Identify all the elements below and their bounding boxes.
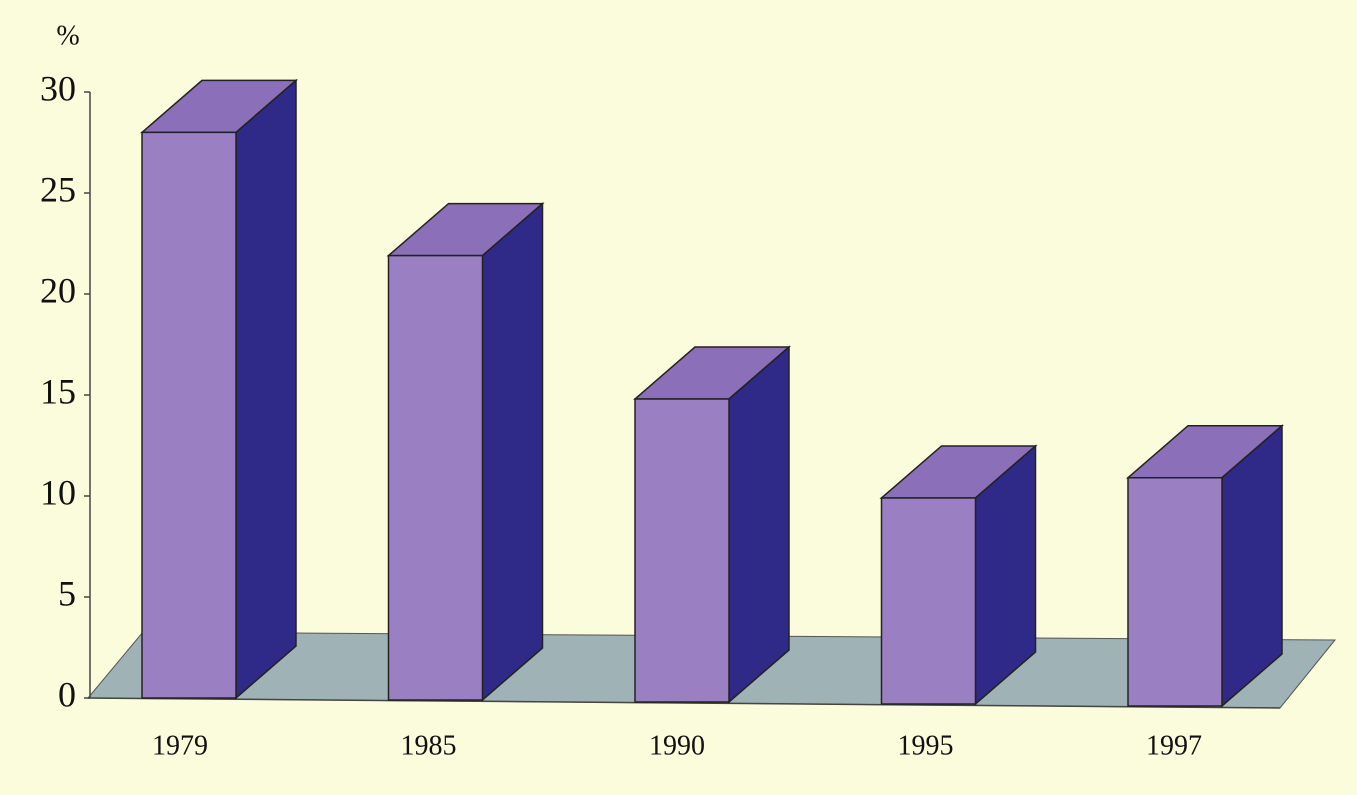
y-tick-label: 30 [40, 68, 76, 108]
x-tick-label: 1995 [898, 730, 954, 761]
y-tick-label: 25 [40, 169, 76, 209]
bar-side [728, 345, 790, 704]
bar-side [235, 78, 297, 700]
y-tick-label: 20 [40, 270, 76, 310]
x-tick-label: 1985 [401, 730, 457, 761]
x-axis [87, 697, 1281, 709]
y-axis-label: % [56, 20, 79, 51]
y-tick-label: 5 [58, 573, 76, 613]
x-tick-label: 1990 [649, 730, 705, 761]
x-tick-label: 1997 [1146, 730, 1202, 761]
x-tick-label: 1979 [152, 730, 208, 761]
bar [634, 398, 730, 703]
bar [1127, 476, 1223, 707]
bar [141, 131, 237, 699]
y-tick-label: 15 [40, 371, 76, 411]
bar-side [481, 201, 544, 702]
y-tick-label: 0 [58, 674, 76, 714]
bar [387, 254, 484, 701]
y-tick-label: 10 [40, 472, 76, 512]
bar [880, 497, 977, 705]
